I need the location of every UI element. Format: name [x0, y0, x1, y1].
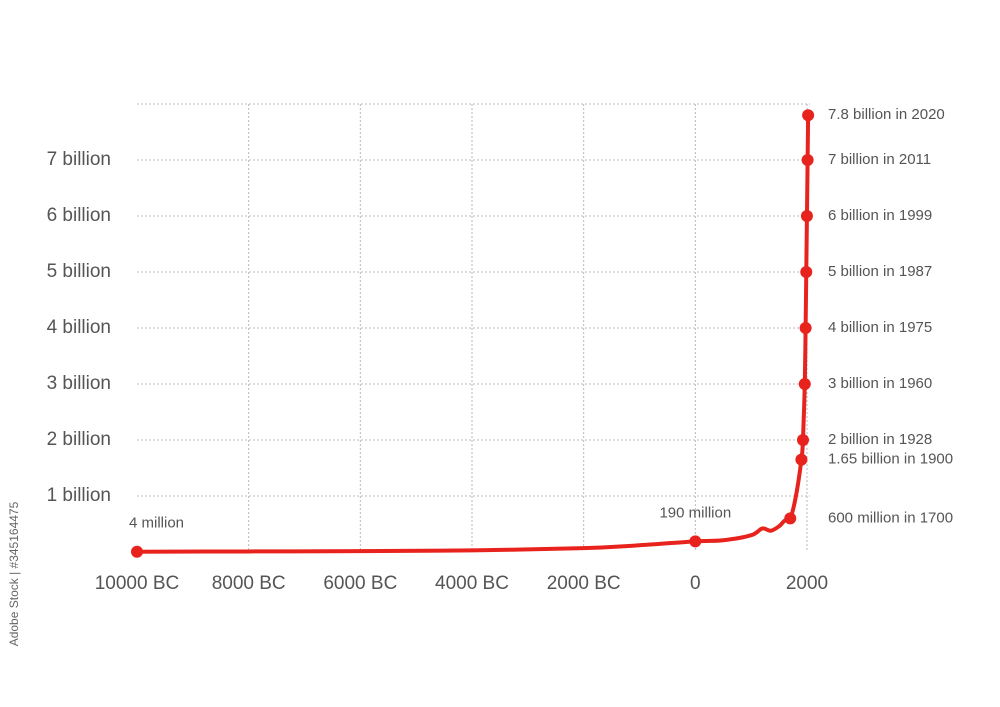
x-tick-label: 8000 BC: [212, 573, 286, 594]
data-point: [800, 266, 813, 278]
point-label: 190 million: [659, 504, 731, 521]
point-label: 600 million in 1700: [828, 509, 953, 526]
labeled-points: [131, 109, 815, 558]
x-tick-label: 6000 BC: [323, 573, 397, 594]
series-line: [135, 113, 811, 554]
data-point: [799, 322, 812, 334]
x-tick-label: 2000: [786, 573, 828, 594]
point-label: 7 billion in 2011: [828, 151, 931, 168]
point-annotations: 4 million 190 million 600 million in 1700 1…: [129, 106, 953, 532]
point-label: 6 billion in 1999: [828, 207, 932, 224]
y-tick-label: 6 billion: [47, 205, 111, 226]
watermark-text: Adobe Stock | #345164475: [7, 501, 21, 647]
y-axis-tick-labels: 1 billion 2 billion 3 billion 4 billion 5 bi…: [47, 149, 111, 506]
data-point: [784, 512, 797, 525]
data-point: [689, 535, 702, 548]
x-axis-tick-labels: 10000 BC 8000 BC 6000 BC 4000 BC 2000 BC 0 200…: [95, 573, 828, 594]
series: [135, 113, 811, 554]
watermark: Adobe Stock | #345164475: [4, 474, 24, 674]
y-tick-label: 5 billion: [47, 261, 111, 282]
x-tick-label: 4000 BC: [435, 573, 509, 594]
point-label: 1.65 billion in 1900: [828, 451, 953, 468]
x-tick-label: 0: [690, 573, 701, 594]
x-tick-label: 2000 BC: [547, 573, 621, 594]
x-tick-label: 10000 BC: [95, 573, 180, 594]
data-point: [801, 154, 814, 166]
y-tick-label: 1 billion: [47, 485, 111, 506]
data-point: [131, 545, 143, 558]
point-label: 4 billion in 1975: [828, 319, 932, 336]
data-point: [802, 109, 815, 122]
data-point: [798, 378, 811, 390]
y-tick-label: 7 billion: [47, 149, 111, 170]
y-tick-label: 3 billion: [47, 373, 111, 394]
point-label: 4 million: [129, 515, 184, 532]
y-tick-label: 4 billion: [47, 317, 111, 338]
point-label: 2 billion in 1928: [828, 431, 932, 448]
point-label: 5 billion in 1987: [828, 263, 932, 280]
data-point: [800, 210, 813, 222]
point-label: 3 billion in 1960: [828, 375, 932, 392]
grid: [137, 103, 810, 552]
data-point: [796, 434, 809, 446]
point-label: 7.8 billion in 2020: [828, 106, 945, 123]
y-tick-label: 2 billion: [47, 429, 111, 450]
data-point: [795, 453, 808, 466]
